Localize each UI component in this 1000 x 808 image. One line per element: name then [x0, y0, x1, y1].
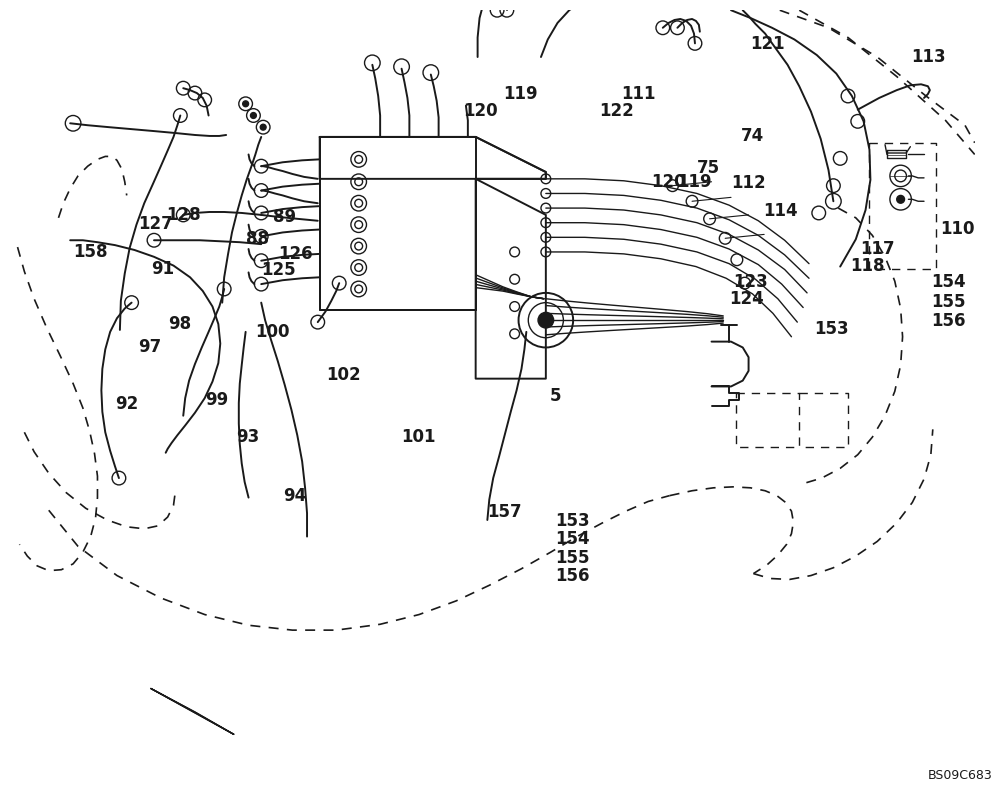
Text: 94: 94 — [283, 487, 306, 505]
Text: 120: 120 — [463, 102, 498, 120]
Text: 127: 127 — [138, 216, 173, 234]
Text: 153: 153 — [814, 320, 849, 339]
Text: 154: 154 — [556, 531, 590, 549]
Text: 125: 125 — [261, 261, 296, 279]
Text: BS09C683: BS09C683 — [928, 769, 993, 782]
Circle shape — [243, 101, 249, 107]
Text: 118: 118 — [850, 257, 884, 276]
Text: 91: 91 — [151, 259, 174, 277]
Text: 156: 156 — [556, 566, 590, 585]
Text: 121: 121 — [751, 35, 785, 53]
Text: 155: 155 — [931, 292, 965, 310]
Text: 74: 74 — [741, 127, 764, 145]
Text: 100: 100 — [255, 322, 290, 340]
Text: 97: 97 — [138, 339, 162, 356]
Text: 99: 99 — [205, 391, 228, 409]
Text: 120: 120 — [651, 173, 686, 191]
Text: 119: 119 — [503, 86, 538, 103]
Text: 92: 92 — [115, 395, 138, 413]
Text: 153: 153 — [556, 511, 590, 529]
Text: 154: 154 — [931, 273, 965, 291]
Text: 113: 113 — [911, 48, 946, 66]
Text: 117: 117 — [860, 240, 894, 258]
Circle shape — [260, 124, 266, 130]
Text: 89: 89 — [273, 208, 296, 225]
Circle shape — [538, 313, 554, 328]
Text: 93: 93 — [236, 428, 259, 446]
Text: 123: 123 — [733, 273, 768, 291]
Text: 102: 102 — [327, 366, 361, 384]
Text: 157: 157 — [487, 503, 522, 521]
Text: 119: 119 — [677, 173, 712, 191]
Text: 110: 110 — [941, 220, 975, 238]
Text: 111: 111 — [621, 86, 655, 103]
Text: 88: 88 — [246, 229, 269, 247]
Circle shape — [897, 196, 905, 203]
Text: 101: 101 — [402, 428, 436, 446]
Text: 126: 126 — [278, 246, 312, 263]
Circle shape — [251, 112, 256, 119]
Text: 124: 124 — [729, 290, 764, 309]
Text: 114: 114 — [763, 202, 798, 220]
Text: 155: 155 — [556, 549, 590, 566]
Text: 122: 122 — [599, 102, 634, 120]
Text: 5: 5 — [550, 387, 561, 405]
Text: 156: 156 — [931, 313, 965, 330]
Text: 75: 75 — [697, 158, 720, 177]
Text: 158: 158 — [73, 243, 108, 261]
Polygon shape — [151, 688, 234, 734]
Text: 128: 128 — [166, 206, 200, 224]
Text: 98: 98 — [168, 314, 191, 333]
Text: 112: 112 — [731, 175, 766, 192]
